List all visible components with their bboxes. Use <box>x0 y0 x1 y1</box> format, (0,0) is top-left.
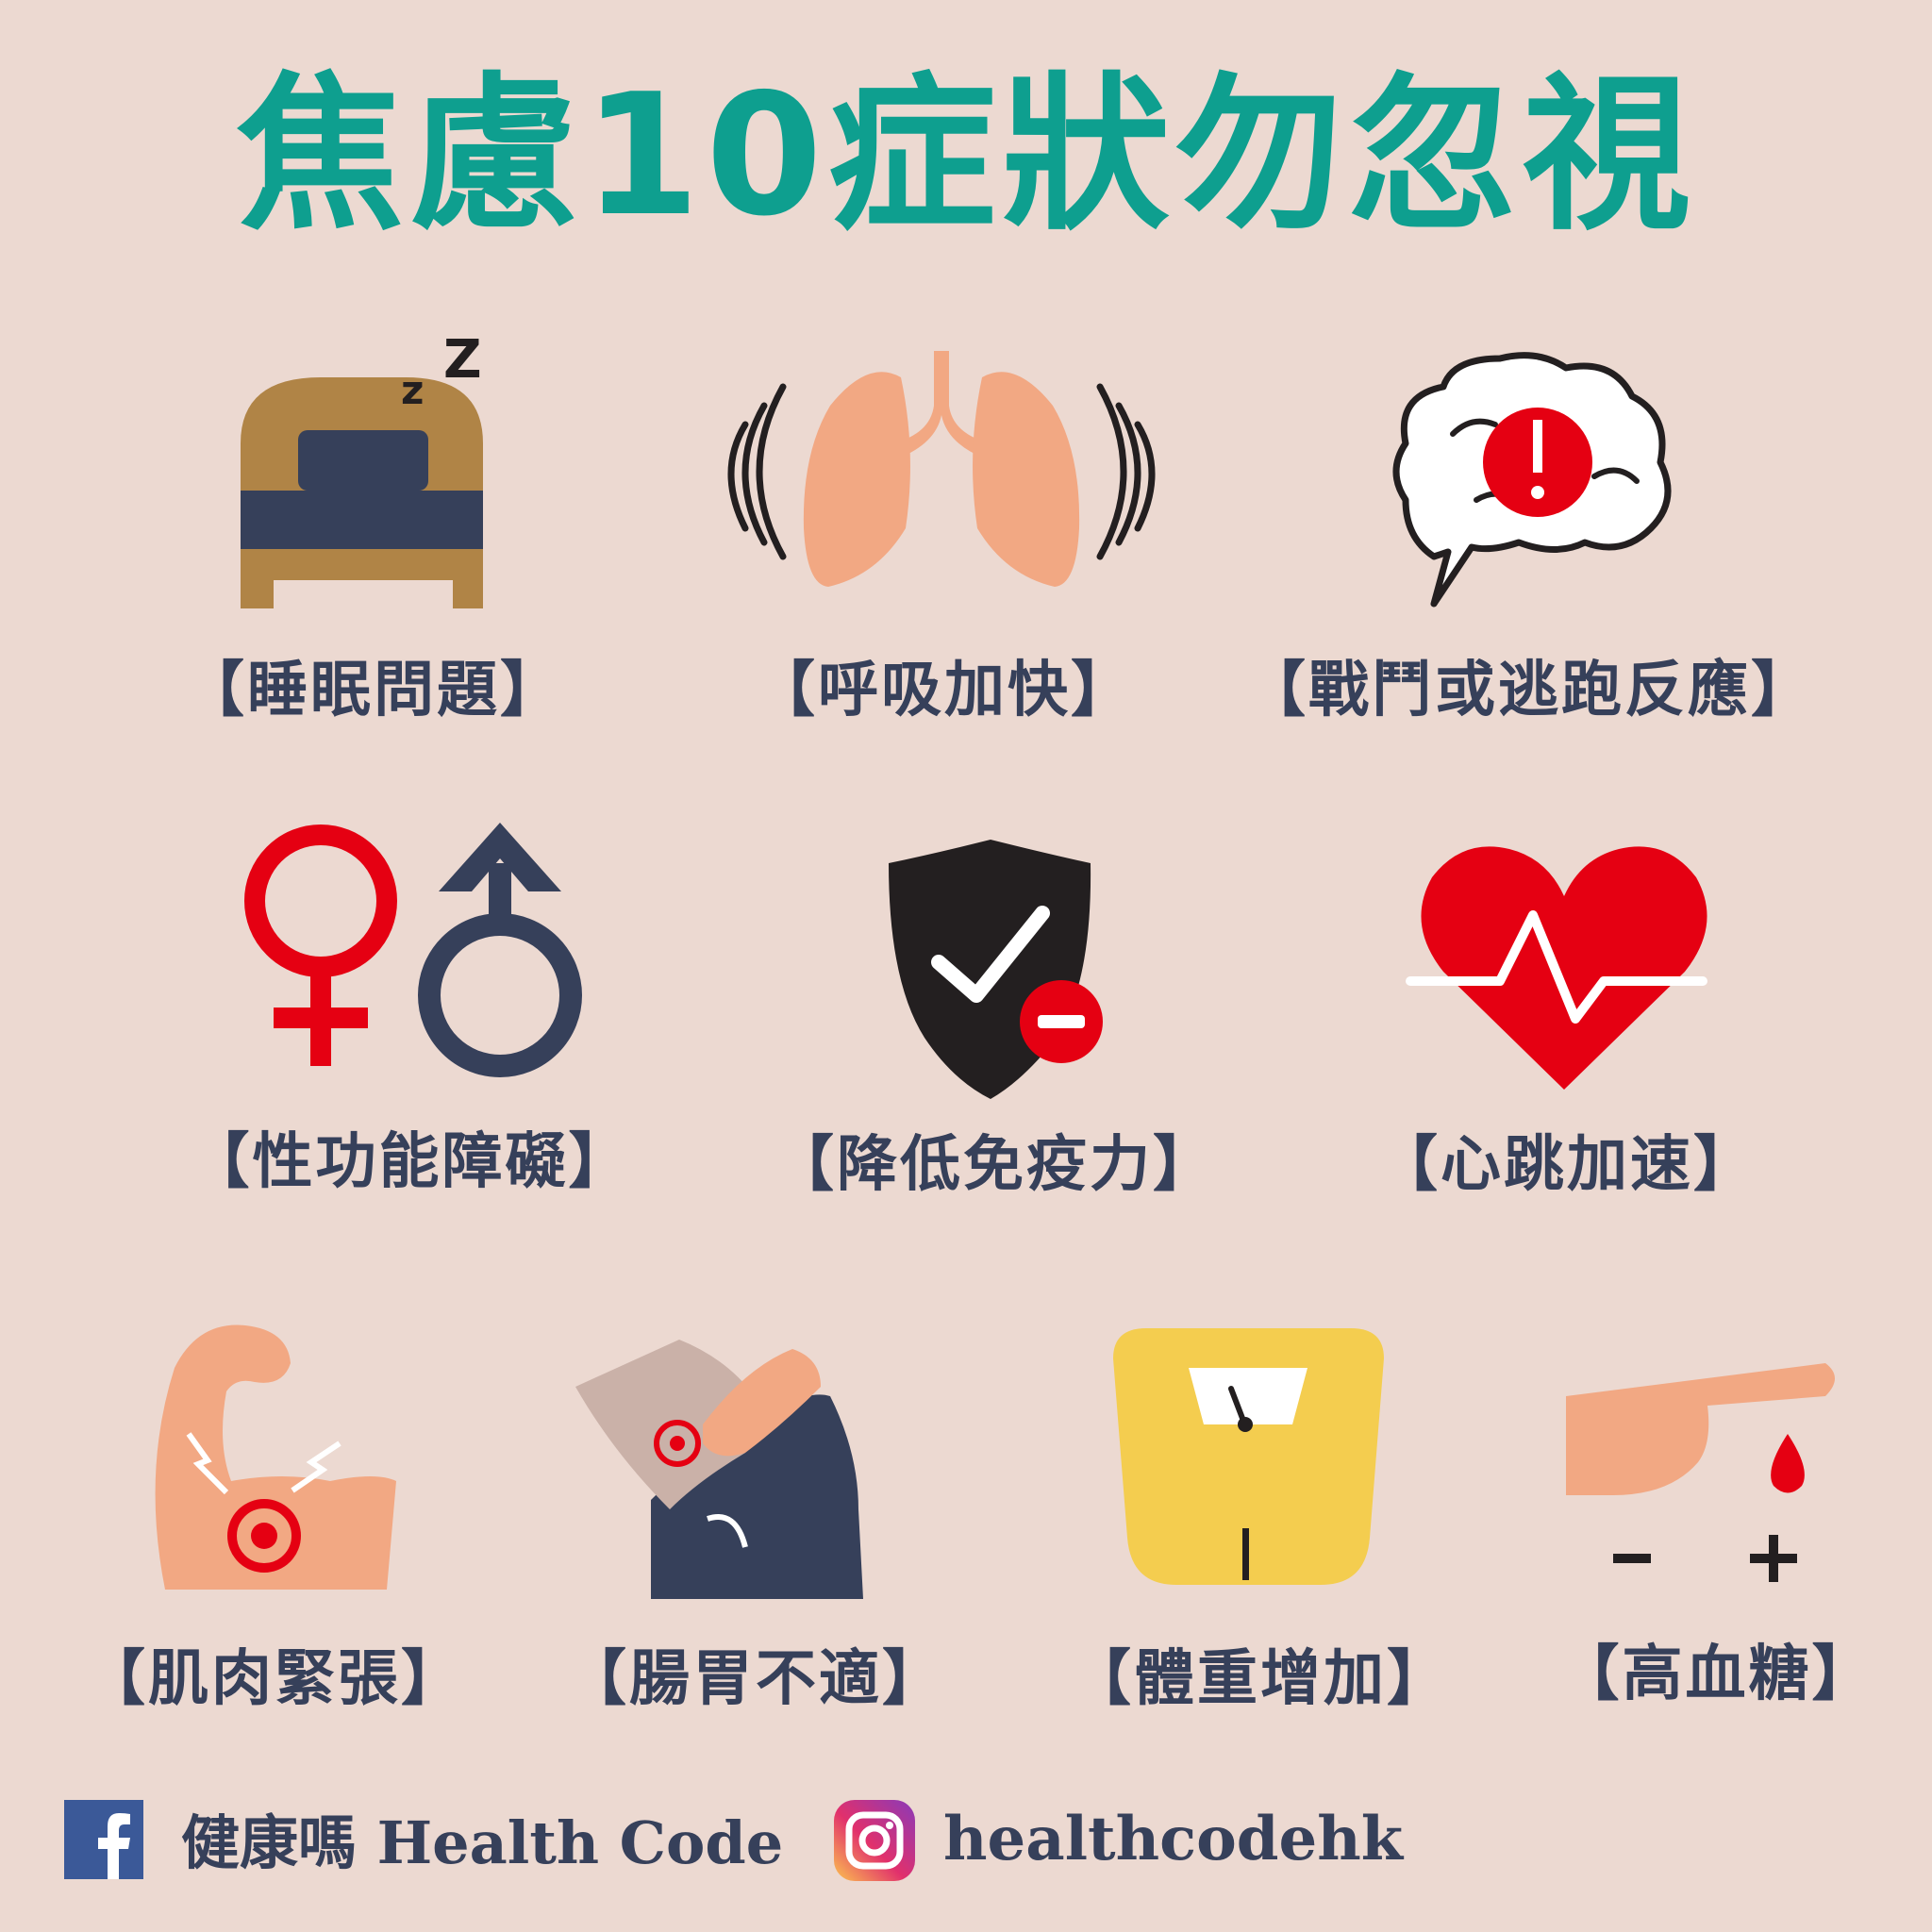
symptom-label: 【肌肉緊張】 <box>85 1644 464 1714</box>
symptom-label: 【心跳加速】 <box>1377 1130 1757 1200</box>
symptom-label: 【戰鬥或逃跑反應】 <box>1245 656 1814 725</box>
symptom-label: 【體重增加】 <box>1071 1644 1450 1714</box>
instagram-icon[interactable] <box>834 1800 915 1881</box>
symptom-label: 【高血糖】 <box>1558 1640 1875 1709</box>
svg-text:z: z <box>401 367 424 413</box>
symptom-label: 【性功能障礙】 <box>189 1127 632 1197</box>
symptom-label: 【睡眠問題】 <box>184 656 563 725</box>
instagram-handle[interactable]: healthcodehk <box>943 1804 1404 1874</box>
symptom-label: 【降低免疫力】 <box>774 1130 1216 1200</box>
symptom-label: 【呼吸加快】 <box>755 656 1134 725</box>
svg-text:Z: Z <box>443 329 482 391</box>
page-title: 焦慮10症狀勿忽視 <box>236 58 1696 253</box>
facebook-page-name[interactable]: 健康嗎 Health Code <box>181 1808 784 1877</box>
symptom-label: 【腸胃不適】 <box>566 1644 945 1714</box>
facebook-icon[interactable] <box>64 1800 143 1879</box>
footer: 健康嗎 Health Code healthcodehk <box>0 1792 1932 1896</box>
